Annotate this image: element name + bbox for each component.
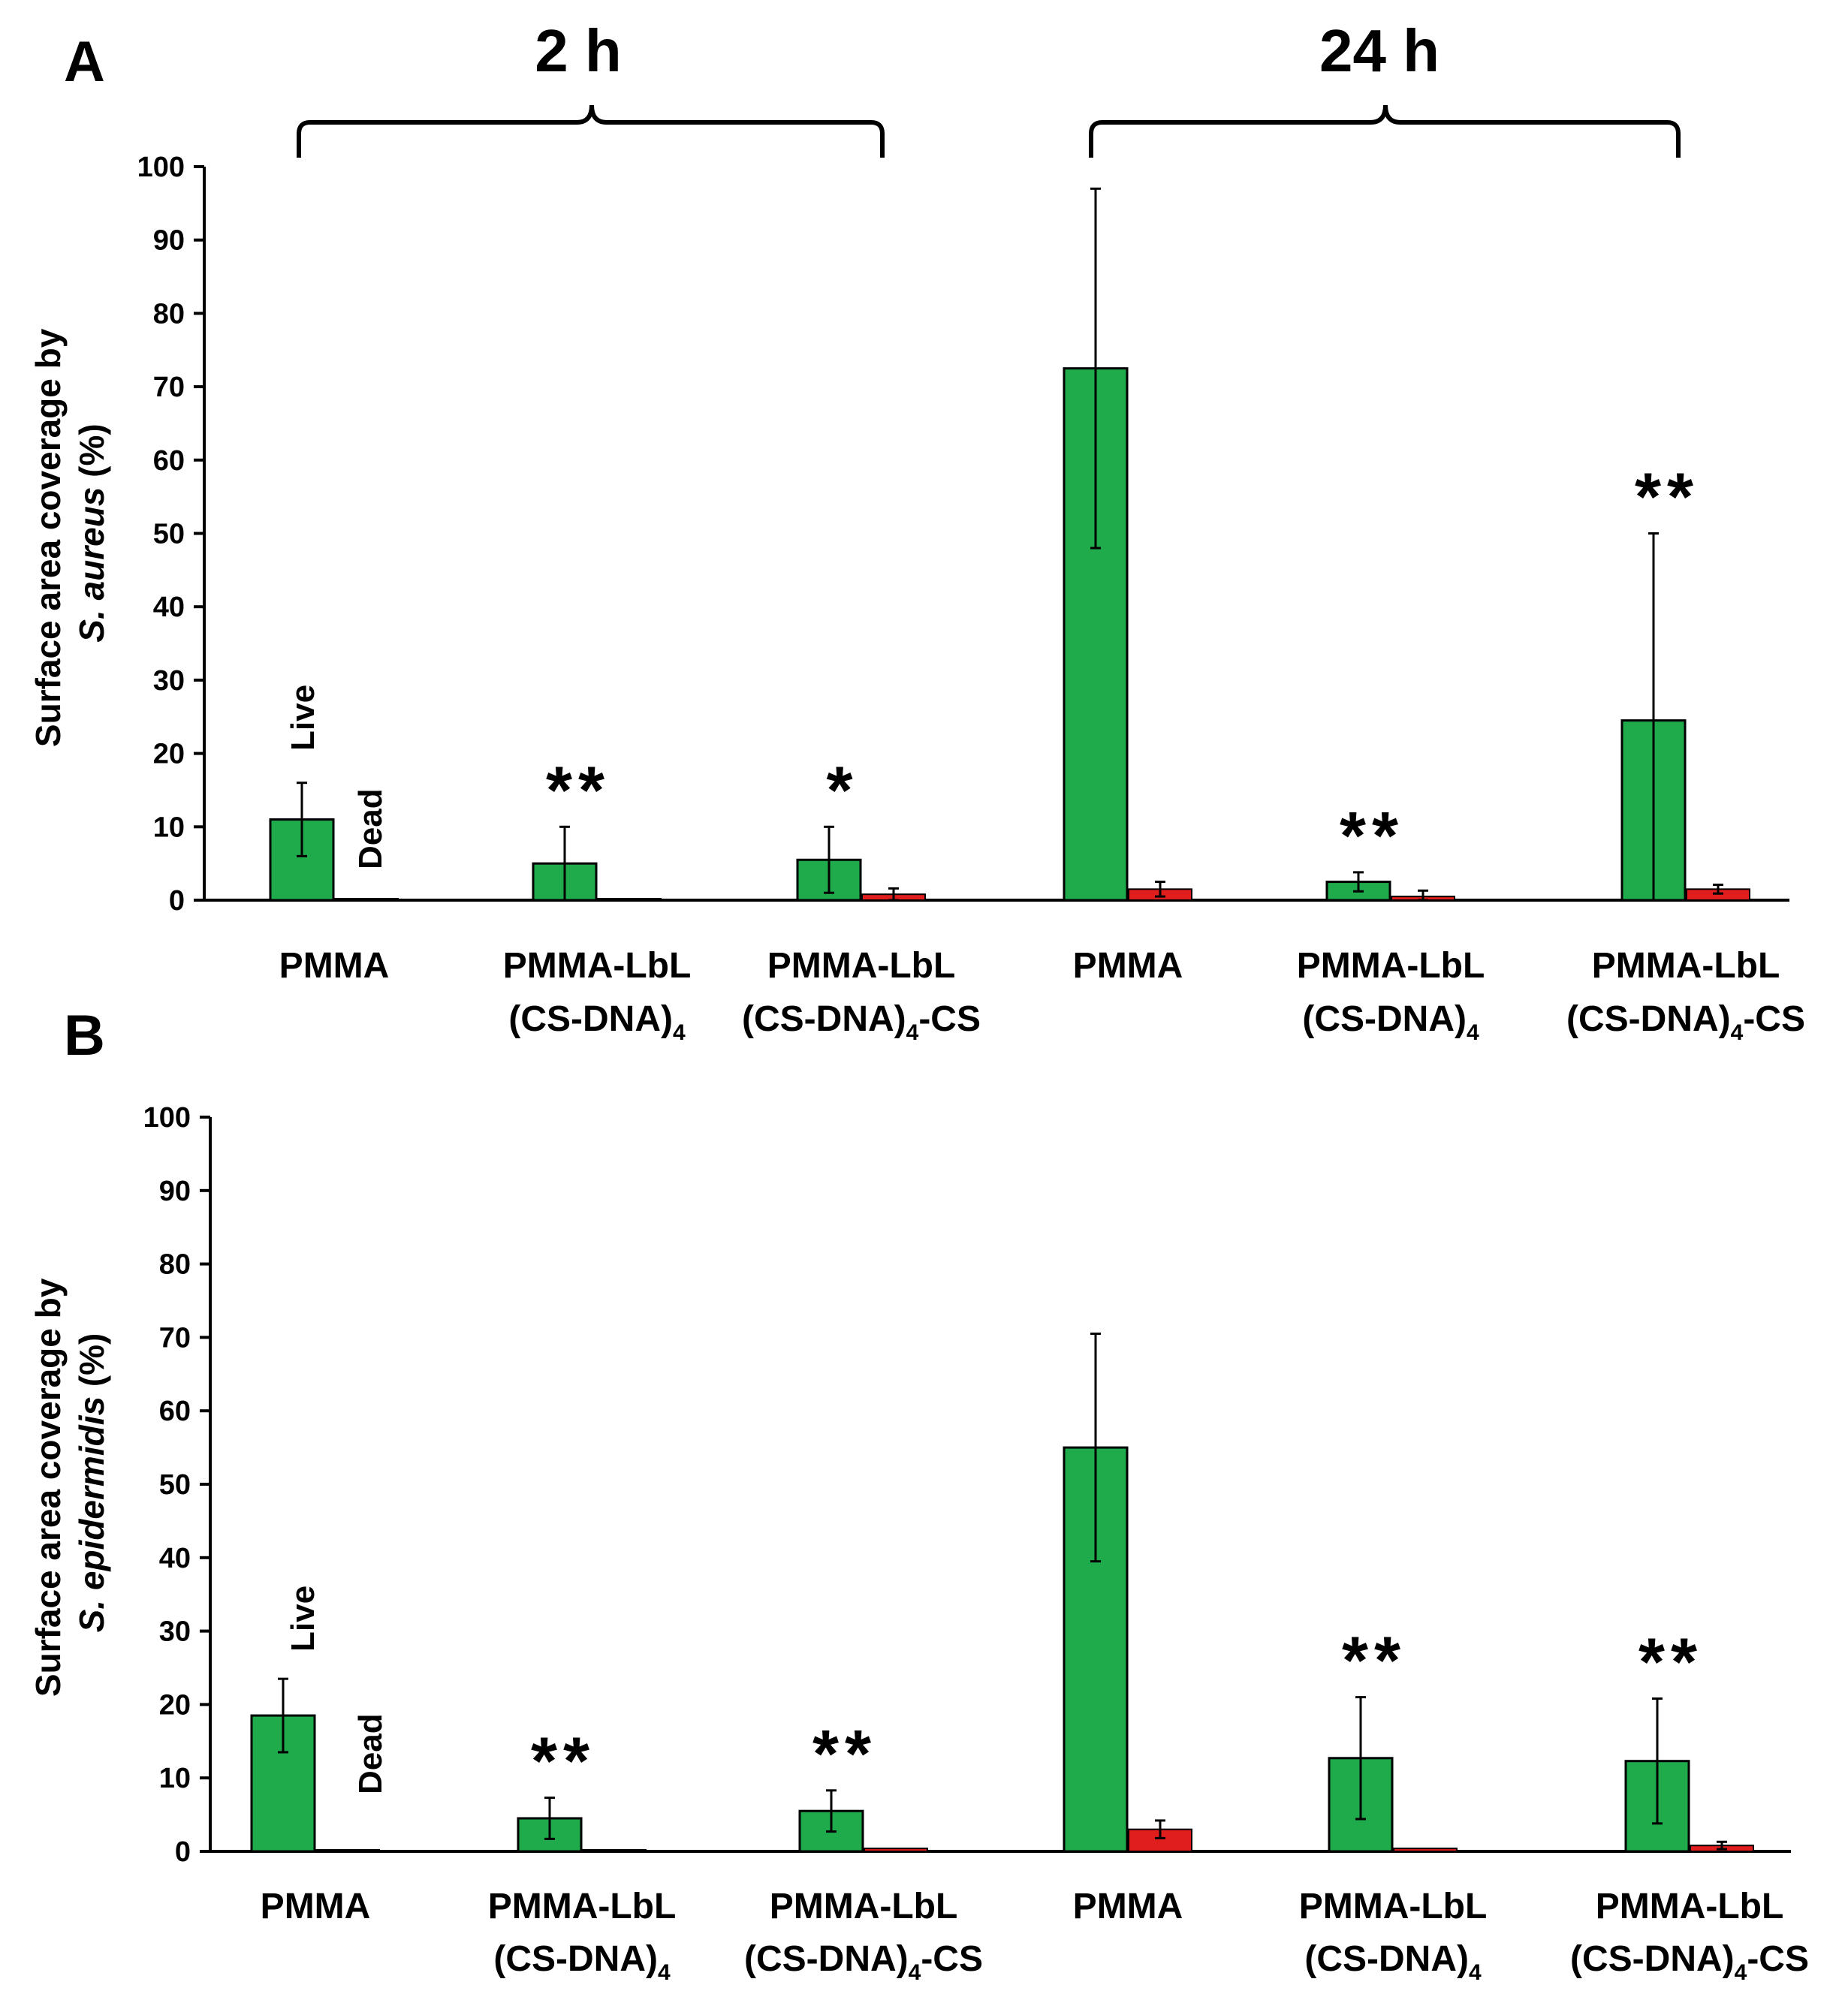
- panel-b-significance-marker: **: [812, 1717, 877, 1792]
- group-label-2h: 2 h: [535, 17, 622, 84]
- panel-b-category-label-line1: PMMA-LbL: [488, 1887, 677, 1926]
- panel-b-y-axis-label-species: S. epidermidis: [72, 1396, 111, 1632]
- panel-b-category-label-subscript: 4: [1735, 1960, 1747, 1985]
- panel-b-y-tick-label: 30: [159, 1616, 191, 1648]
- panel-b-category-label-subscript: 4: [1469, 1960, 1482, 1985]
- panel-b-letter: B: [64, 1004, 105, 1068]
- panel-a-y-axis-label-unit: (%): [72, 423, 111, 477]
- panel-b-category-label-main: (CS-DNA): [1304, 1939, 1469, 1979]
- panel-b-category-label-line1: PMMA: [1073, 1887, 1183, 1926]
- panel-a-significance-marker: *: [826, 753, 858, 828]
- panel-b-category-label-line2: (CS-DNA)4-CS: [744, 1939, 983, 1985]
- panel-b-chart: B Surface area coverage by S. epidermidi…: [29, 1004, 1809, 1985]
- panel-b-y-tick-label: 40: [159, 1543, 191, 1574]
- panel-a-category-label-line1: PMMA: [1073, 946, 1183, 986]
- panel-a-category-label-main: (CS-DNA): [1302, 999, 1467, 1039]
- panel-a-y-tick-label: 50: [153, 519, 185, 550]
- panel-b-category-label-suffix: -CS: [1747, 1939, 1809, 1979]
- panel-a-category-label-subscript: 4: [906, 1020, 919, 1045]
- panel-a-significance-marker: **: [1635, 460, 1699, 535]
- panel-b-y-axis-label-line1: Surface area coverage by: [29, 1278, 68, 1697]
- panel-a-y-axis-label-species: S. aureus: [72, 487, 111, 643]
- panel-b-y-tick-label: 100: [143, 1102, 191, 1134]
- panel-a-category-label-subscript: 4: [673, 1020, 686, 1045]
- panel-a-category-label-main: (CS-DNA): [742, 999, 906, 1039]
- panel-b-category-label-main: (CS-DNA): [493, 1939, 658, 1979]
- panel-b-significance-marker: **: [1342, 1624, 1406, 1699]
- panel-b-category-label-subscript: 4: [658, 1960, 671, 1985]
- panel-b-category-label-subscript: 4: [909, 1960, 921, 1985]
- panel-a-category-label-suffix: -CS: [918, 999, 981, 1039]
- panel-a-category-label-subscript: 4: [1731, 1020, 1744, 1045]
- panel-a-y-axis-label-line1: Surface area coverage by: [29, 328, 68, 747]
- group-brace-24h: [1089, 104, 1681, 158]
- panel-b-y-tick-label: 80: [159, 1249, 191, 1281]
- panel-a-y-tick-label: 100: [137, 152, 185, 183]
- panel-b-bar-dead: [315, 1849, 380, 1853]
- panel-b-y-tick-label: 10: [159, 1763, 191, 1794]
- panel-b-y-tick-label: 0: [175, 1836, 191, 1868]
- panel-b-category-label-main: (CS-DNA): [1570, 1939, 1735, 1979]
- panel-a-y-tick-label: 70: [153, 372, 185, 403]
- panel-a-significance-marker: **: [1340, 799, 1404, 874]
- panel-b-live-label: Live: [285, 1586, 321, 1652]
- panel-b-y-tick-label: 70: [159, 1322, 191, 1354]
- panel-a-significance-marker: **: [546, 753, 610, 828]
- panel-a-y-axis-label: Surface area coverage by S. aureus (%): [29, 319, 111, 747]
- panel-b-bar-dead: [864, 1848, 928, 1852]
- panel-a-letter: A: [64, 30, 105, 94]
- panel-a-category-label-line1: PMMA-LbL: [1297, 946, 1485, 986]
- panel-b-category-label-suffix: -CS: [921, 1939, 983, 1979]
- group-label-24h: 24 h: [1319, 17, 1440, 84]
- panel-b-y-tick-label: 90: [159, 1176, 191, 1207]
- panel-a-y-tick-label: 40: [153, 592, 185, 623]
- panel-b-y-axis-label-unit: (%): [72, 1333, 111, 1387]
- panel-b-category-label-line1: PMMA: [261, 1887, 371, 1926]
- panel-a-chart: A Surface area coverage by S. aureus (%)…: [29, 30, 1805, 1045]
- panel-a-y-tick-label: 0: [169, 885, 185, 917]
- panel-a-y-tick-label: 30: [153, 665, 185, 697]
- panel-a-bar-dead: [334, 898, 399, 902]
- panel-a-category-label-line1: PMMA-LbL: [503, 946, 692, 986]
- panel-a-category-label-line2: (CS-DNA)4: [1302, 999, 1479, 1045]
- panel-b-y-tick-label: 20: [159, 1689, 191, 1721]
- panel-a-bar-dead: [597, 898, 662, 902]
- panel-b-category-label-line2: (CS-DNA)4: [493, 1939, 671, 1985]
- panel-b-bar-dead: [582, 1849, 647, 1853]
- panel-b-significance-marker: **: [531, 1724, 595, 1800]
- panel-a-category-label-line2: (CS-DNA)4-CS: [742, 999, 981, 1045]
- panel-b-significance-marker: **: [1638, 1625, 1703, 1700]
- panel-b-category-label-line2: (CS-DNA)4: [1304, 1939, 1482, 1985]
- panel-a-category-label-subscript: 4: [1467, 1020, 1479, 1045]
- panel-b-category-label-main: (CS-DNA): [744, 1939, 909, 1979]
- panel-a-category-label-suffix: -CS: [1743, 999, 1805, 1039]
- panel-a-y-tick-label: 10: [153, 812, 185, 843]
- panel-b-category-label-line1: PMMA-LbL: [1299, 1887, 1488, 1926]
- panel-a-y-tick-label: 80: [153, 298, 185, 330]
- panel-a-y-tick-label: 90: [153, 225, 185, 257]
- group-brace-2h: [297, 104, 885, 158]
- panel-b-category-label-line1: PMMA-LbL: [770, 1887, 958, 1926]
- panel-b-y-tick-label: 60: [159, 1396, 191, 1427]
- panel-a-y-tick-label: 60: [153, 445, 185, 477]
- panel-b-y-tick-label: 50: [159, 1469, 191, 1501]
- panel-b-bar-dead: [1393, 1848, 1458, 1852]
- panel-a-category-label-line1: PMMA-LbL: [1592, 946, 1780, 986]
- panel-b-dead-label: Dead: [352, 1713, 389, 1794]
- panel-a-live-label: Live: [285, 685, 321, 751]
- panel-a-category-label-line2: (CS-DNA)4: [508, 999, 686, 1045]
- panel-a-category-label-main: (CS-DNA): [1566, 999, 1731, 1039]
- panel-a-category-label-line1: PMMA-LbL: [767, 946, 956, 986]
- panel-b-category-label-line1: PMMA-LbL: [1596, 1887, 1784, 1926]
- panel-a-category-label-line2: (CS-DNA)4-CS: [1566, 999, 1805, 1045]
- panel-a-category-label-main: (CS-DNA): [508, 999, 673, 1039]
- panel-b-category-label-line2: (CS-DNA)4-CS: [1570, 1939, 1809, 1985]
- panel-b-y-axis-label: Surface area coverage by S. epidermidis …: [29, 1269, 111, 1697]
- panel-a-category-label-line1: PMMA: [279, 946, 390, 986]
- panel-a-dead-label: Dead: [352, 788, 389, 869]
- panel-a-y-tick-label: 20: [153, 739, 185, 770]
- panel-a-bar-live: [1063, 367, 1129, 902]
